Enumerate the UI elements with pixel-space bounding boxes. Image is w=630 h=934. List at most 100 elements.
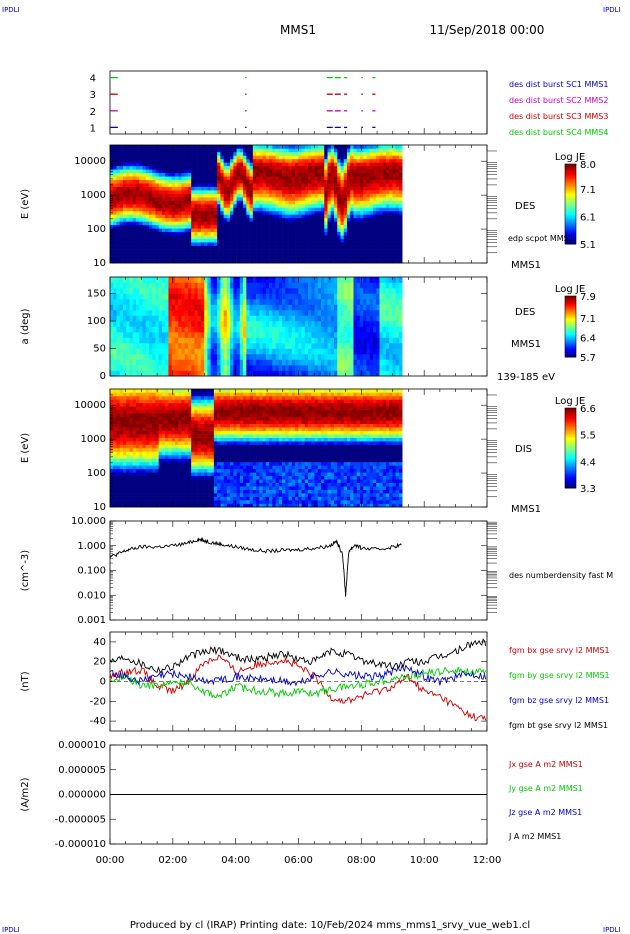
spectrogram-cell xyxy=(372,151,377,156)
spectrogram-cell xyxy=(337,337,341,344)
spectrogram-cell xyxy=(278,310,283,316)
spectrogram-cell xyxy=(285,172,289,177)
spectrogram-cell xyxy=(110,148,114,153)
spectrogram-cell xyxy=(194,343,198,349)
spectrogram-cell xyxy=(210,242,215,246)
spectrogram-cell xyxy=(366,249,371,253)
spectrogram-cell xyxy=(282,277,286,283)
spectrogram-cell xyxy=(379,148,383,153)
spectrogram-cell xyxy=(132,186,137,191)
spectrogram-cell xyxy=(210,151,215,156)
spectrogram-cell xyxy=(113,155,117,160)
spectrogram-cell xyxy=(295,214,299,219)
spectrogram-cell xyxy=(110,145,114,149)
spectrogram-cell xyxy=(298,179,302,184)
spectrogram-cell xyxy=(207,235,211,240)
spectrogram-cell xyxy=(298,238,302,243)
spectrogram-cell xyxy=(308,235,312,240)
spectrogram-cell xyxy=(122,197,127,201)
spectrogram-cell xyxy=(110,245,114,250)
spectrogram-cell xyxy=(269,370,273,377)
spectrogram-cell xyxy=(275,304,280,311)
spectrogram-cell xyxy=(275,151,280,156)
spectrogram-cell xyxy=(382,224,387,229)
spectrogram-cell xyxy=(395,343,400,349)
spectrogram-cell xyxy=(353,179,358,184)
spectrogram-cell xyxy=(363,228,367,233)
spectrogram-cell xyxy=(178,249,182,253)
spectrogram-cell xyxy=(236,186,241,191)
spectrogram-cell xyxy=(226,315,231,322)
spectrogram-cell xyxy=(385,310,390,316)
spectrogram-cell xyxy=(110,197,114,201)
spectrogram-cell xyxy=(363,321,367,327)
spectrogram-cell xyxy=(311,256,315,260)
spectrogram-cell xyxy=(376,277,380,283)
spectrogram-cell xyxy=(110,343,114,349)
spectrogram-cell xyxy=(233,245,237,250)
spectrogram-cell xyxy=(168,252,172,257)
spectrogram-cell xyxy=(298,277,302,283)
spectrogram-cell xyxy=(295,304,299,311)
spectrogram-cell xyxy=(395,217,400,222)
spectrogram-cell xyxy=(314,299,319,305)
spectrogram-cell xyxy=(376,204,380,208)
spectrogram-cell xyxy=(350,235,354,240)
spectrogram-cell xyxy=(119,304,124,311)
spectrogram-cell xyxy=(249,245,254,250)
spectrogram-cell xyxy=(119,332,124,338)
spectrogram-cell xyxy=(168,293,172,300)
spectrogram-cell xyxy=(243,204,247,208)
spectrogram-cell xyxy=(308,155,312,160)
spectrogram-cell xyxy=(337,310,341,316)
spectrogram-cell xyxy=(259,259,263,264)
spectrogram-cell xyxy=(308,304,312,311)
spectrogram-cell xyxy=(317,176,322,181)
spectrogram-cell xyxy=(246,354,250,360)
spectrogram-cell xyxy=(340,354,345,360)
spectrogram-cell xyxy=(334,235,338,240)
spectrogram-cell xyxy=(129,224,134,229)
spectrogram-cell xyxy=(194,359,198,366)
spectrogram-cell xyxy=(129,148,134,153)
spectrogram-cell xyxy=(230,259,234,264)
spectrogram-cell xyxy=(379,190,383,194)
spectrogram-cell xyxy=(171,348,176,355)
spectrogram-cell xyxy=(343,197,348,201)
spectrogram-cell xyxy=(210,207,215,212)
spectrogram-cell xyxy=(165,231,169,236)
spectrogram-cell xyxy=(382,277,387,283)
spectrogram-cell xyxy=(129,288,134,294)
spectrogram-cell xyxy=(314,359,319,366)
spectrogram-cell xyxy=(145,326,150,333)
spectrogram-cell xyxy=(148,217,153,222)
spectrogram-cell xyxy=(350,282,354,289)
spectrogram-cell xyxy=(174,256,179,260)
spectrogram-cell xyxy=(187,228,192,233)
spectrogram-cell xyxy=(246,186,250,191)
spectrogram-cell xyxy=(155,365,159,371)
spectrogram-cell xyxy=(330,315,335,322)
spectrogram-cell xyxy=(301,365,306,371)
spectrogram-cell xyxy=(174,193,179,198)
spectrogram-cell xyxy=(291,190,296,194)
spectrogram-cell xyxy=(314,315,319,322)
spectrogram-cell xyxy=(327,221,332,226)
spectrogram-cell xyxy=(155,249,159,253)
spectrogram-cell xyxy=(132,190,137,194)
spectrogram-cell xyxy=(285,228,289,233)
spectrogram-cell xyxy=(145,200,150,205)
spectrogram-cell xyxy=(385,249,390,253)
spectrogram-cell xyxy=(314,228,319,233)
spectrogram-cell xyxy=(158,210,163,215)
spectrogram-cell xyxy=(389,176,393,181)
spectrogram-cell xyxy=(168,354,172,360)
spectrogram-cell xyxy=(291,169,296,174)
spectrogram-cell xyxy=(239,337,244,344)
spectrogram-cell xyxy=(298,288,302,294)
spectrogram-cell xyxy=(359,145,364,149)
spectrogram-cell xyxy=(343,337,348,344)
spectrogram-cell xyxy=(265,228,270,233)
spectrogram-cell xyxy=(298,145,302,149)
spectrogram-cell xyxy=(246,151,250,156)
